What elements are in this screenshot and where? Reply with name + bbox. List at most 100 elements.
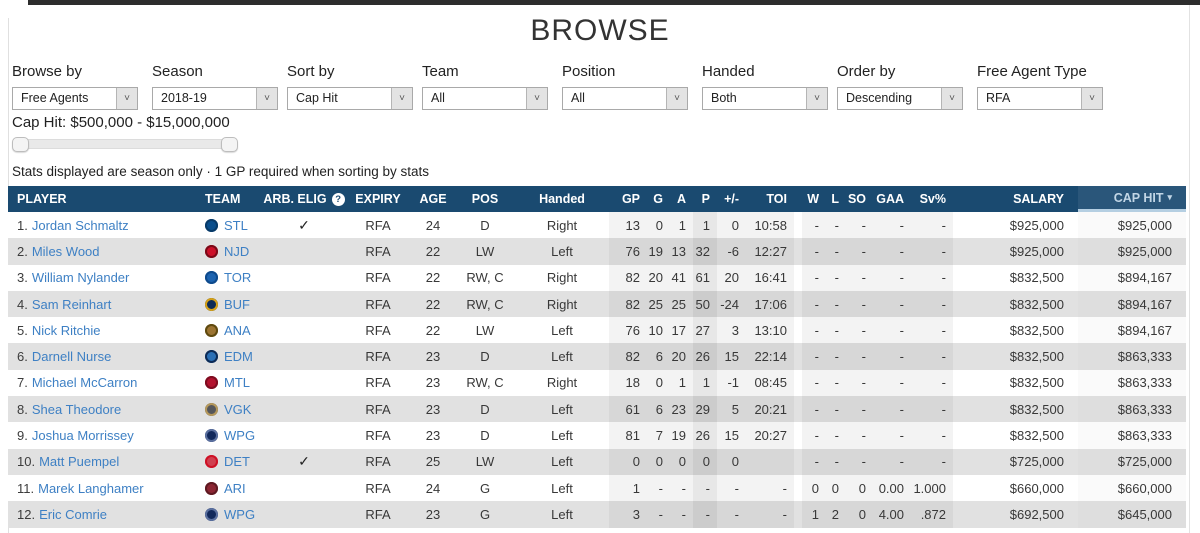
so-cell: -: [846, 317, 873, 344]
so-cell: -: [846, 448, 873, 475]
w-cell: -: [802, 317, 826, 344]
team-link[interactable]: BUF: [224, 296, 250, 312]
filter-select[interactable]: All ˅: [422, 87, 548, 110]
player-link[interactable]: Matt Puempel: [39, 454, 120, 470]
player-link[interactable]: Jordan Schmaltz: [31, 217, 129, 233]
page-title: BROWSE: [530, 14, 670, 47]
salary-cell: $925,000: [1009, 243, 1064, 259]
handed-cell: Left: [551, 401, 573, 417]
player-rank: 11.: [17, 480, 35, 496]
gp-cell: 3: [609, 501, 647, 528]
team-cell: STL: [205, 212, 263, 238]
gp-cell: 13: [609, 212, 647, 239]
player-link[interactable]: Eric Comrie: [39, 506, 107, 522]
filter-select[interactable]: RFA ˅: [977, 87, 1103, 110]
gaa-cell: 4.00: [873, 501, 911, 528]
chevron-down-icon[interactable]: ˅: [256, 88, 277, 109]
team-link[interactable]: VGK: [224, 401, 252, 417]
team-link[interactable]: WPG: [224, 506, 256, 522]
col-header-w[interactable]: W: [807, 192, 819, 206]
team-link[interactable]: ARI: [224, 480, 246, 496]
col-header-p[interactable]: P: [701, 192, 710, 206]
pos-cell: G: [479, 480, 491, 496]
team-link[interactable]: NJD: [224, 243, 250, 259]
chevron-down-icon[interactable]: ˅: [1081, 88, 1102, 109]
col-header-expiry[interactable]: EXPIRY: [355, 192, 401, 206]
table-row: 12. Eric Comrie WPG RFA 23 G Left 3 - - …: [8, 501, 1186, 528]
age-cell: 23: [425, 375, 441, 391]
col-header-arb-elig[interactable]: ARB. ELIG ?: [263, 186, 345, 212]
col-header-team[interactable]: TEAM: [205, 192, 241, 206]
chevron-down-icon[interactable]: ˅: [116, 88, 137, 109]
col-header-plus-minus[interactable]: +/-: [724, 192, 739, 206]
g-cell: 20: [647, 264, 670, 291]
player-link[interactable]: Marek Langhamer: [38, 480, 144, 496]
sv-pct-cell: 1.000: [911, 474, 953, 502]
team-link[interactable]: MTL: [224, 375, 250, 391]
team-link[interactable]: DET: [224, 454, 250, 470]
plus-minus-cell: 3: [717, 317, 746, 344]
team-link[interactable]: ANA: [224, 322, 251, 338]
player-link[interactable]: Nick Ritchie: [31, 322, 101, 338]
slider-handle-min[interactable]: [12, 137, 29, 152]
age-cell: 23: [425, 401, 441, 417]
player-link[interactable]: Miles Wood: [31, 243, 100, 259]
col-header-gp[interactable]: GP: [621, 192, 640, 206]
col-header-l[interactable]: L: [831, 192, 839, 206]
l-cell: -: [826, 264, 846, 291]
player-link[interactable]: Sam Reinhart: [31, 296, 112, 312]
slider-handle-max[interactable]: [221, 137, 238, 152]
w-cell: -: [802, 264, 826, 291]
chevron-down-icon[interactable]: ˅: [526, 88, 547, 109]
col-header-handed[interactable]: Handed: [539, 192, 585, 206]
player-link[interactable]: William Nylander: [31, 270, 130, 286]
filter-select[interactable]: Descending ˅: [837, 87, 963, 110]
player-rank: 6.: [17, 349, 28, 365]
chevron-down-icon[interactable]: ˅: [666, 88, 687, 109]
col-header-toi[interactable]: TOI: [766, 192, 787, 206]
handed-cell: Right: [546, 375, 578, 391]
filter-select[interactable]: 2018-19 ˅: [152, 87, 278, 110]
col-header-sv-pct[interactable]: Sv%: [919, 192, 946, 206]
team-link[interactable]: STL: [224, 217, 248, 233]
chevron-down-icon[interactable]: ˅: [941, 88, 962, 109]
filter-label: Free Agent Type: [977, 63, 1087, 80]
a-cell: 17: [670, 317, 693, 344]
expiry-cell: RFA: [365, 322, 391, 338]
pos-cell: D: [480, 349, 490, 365]
help-question-icon[interactable]: ?: [331, 192, 345, 206]
col-header-so[interactable]: SO: [847, 192, 866, 206]
expiry-cell: RFA: [365, 270, 391, 286]
cap-hit-cell: $894,167: [1078, 290, 1186, 318]
team-link[interactable]: TOR: [224, 270, 252, 286]
cap-hit-range-slider[interactable]: [12, 137, 238, 152]
team-link[interactable]: WPG: [224, 428, 256, 444]
filter-label: Season: [152, 63, 203, 80]
player-link[interactable]: Darnell Nurse: [31, 349, 112, 365]
l-cell: -: [826, 422, 846, 449]
col-header-cap-hit-sorted[interactable]: CAP HIT ▾: [1078, 186, 1186, 212]
handed-cell: Left: [551, 506, 573, 522]
col-header-g[interactable]: G: [653, 192, 663, 206]
player-link[interactable]: Joshua Morrissey: [31, 428, 134, 444]
chevron-down-icon[interactable]: ˅: [806, 88, 827, 109]
col-header-age[interactable]: AGE: [419, 192, 447, 206]
a-cell: 13: [670, 238, 693, 265]
chevron-down-icon[interactable]: ˅: [391, 88, 412, 109]
col-header-a[interactable]: A: [676, 192, 686, 206]
a-cell: 1: [670, 369, 693, 397]
slider-track[interactable]: [12, 139, 238, 149]
player-link[interactable]: Michael McCarron: [31, 375, 138, 391]
col-header-player[interactable]: PLAYER: [17, 192, 67, 206]
player-link[interactable]: Shea Theodore: [31, 401, 122, 417]
team-link[interactable]: EDM: [224, 349, 253, 365]
col-header-salary[interactable]: SALARY: [1013, 192, 1064, 206]
col-header-gaa[interactable]: GAA: [876, 192, 904, 206]
filter-select[interactable]: Free Agents ˅: [12, 87, 138, 110]
filter-select[interactable]: Cap Hit ˅: [287, 87, 413, 110]
filter-select[interactable]: All ˅: [562, 87, 688, 110]
filter-select[interactable]: Both ˅: [702, 87, 828, 110]
handed-cell: Right: [546, 217, 578, 233]
a-cell: -: [670, 501, 693, 528]
col-header-pos[interactable]: POS: [471, 192, 499, 206]
